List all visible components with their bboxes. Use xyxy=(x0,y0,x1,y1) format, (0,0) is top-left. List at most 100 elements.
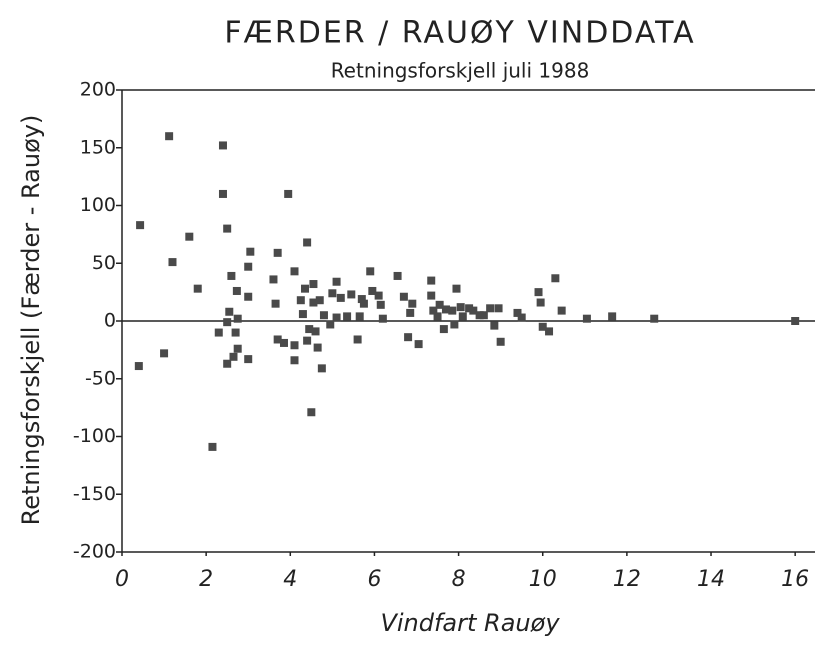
point xyxy=(273,335,282,344)
point xyxy=(229,352,238,361)
point xyxy=(393,271,402,280)
point xyxy=(551,274,560,283)
point xyxy=(319,311,328,320)
point xyxy=(545,327,554,336)
point xyxy=(332,313,341,322)
point xyxy=(290,341,299,350)
point xyxy=(317,364,326,373)
point xyxy=(427,291,436,300)
point xyxy=(486,304,495,313)
point xyxy=(246,247,255,256)
x-tick-label: 10 xyxy=(529,567,557,592)
point xyxy=(439,325,448,334)
point xyxy=(517,313,526,322)
x-tick-label: 4 xyxy=(283,567,297,592)
point xyxy=(366,267,375,276)
point xyxy=(165,132,174,141)
x-tick-label: 14 xyxy=(697,567,725,592)
point xyxy=(650,314,659,323)
point xyxy=(404,333,413,342)
point xyxy=(475,311,484,320)
point xyxy=(353,335,362,344)
point xyxy=(582,314,591,323)
point xyxy=(160,349,169,358)
point xyxy=(343,312,352,321)
point xyxy=(336,293,345,302)
point xyxy=(290,267,299,276)
point xyxy=(427,276,436,285)
y-tick-label: 50 xyxy=(92,252,116,274)
point xyxy=(284,189,293,198)
point xyxy=(309,298,318,307)
point xyxy=(303,336,312,345)
x-tick-label: 0 xyxy=(115,567,129,592)
x-axis-label: Vindfart Rauøy xyxy=(380,609,560,637)
point xyxy=(290,356,299,365)
point xyxy=(479,311,488,320)
point xyxy=(608,312,617,321)
point xyxy=(311,327,320,336)
point xyxy=(231,328,240,337)
point xyxy=(244,292,253,301)
point xyxy=(433,312,442,321)
chart-title: FÆRDER / RAUØY VINDDATA xyxy=(224,16,695,51)
point xyxy=(347,290,356,299)
x-tick-label: 2 xyxy=(199,567,213,592)
point xyxy=(223,224,232,233)
point xyxy=(494,304,503,313)
point xyxy=(185,232,194,241)
point xyxy=(193,284,202,293)
point xyxy=(244,262,253,271)
y-tick-label: -200 xyxy=(73,541,116,563)
point xyxy=(301,284,310,293)
point xyxy=(458,312,467,321)
point xyxy=(208,442,217,451)
point xyxy=(305,325,314,334)
point xyxy=(374,291,383,300)
x-tick-label: 12 xyxy=(613,567,641,592)
point xyxy=(296,296,305,305)
point xyxy=(313,343,322,352)
point xyxy=(490,321,499,330)
point xyxy=(244,355,253,364)
point xyxy=(378,314,387,323)
point xyxy=(218,189,227,198)
point xyxy=(406,308,415,317)
point xyxy=(435,300,444,309)
point xyxy=(136,221,145,230)
point xyxy=(456,303,465,312)
point xyxy=(227,271,236,280)
point xyxy=(496,337,505,346)
point xyxy=(414,340,423,349)
point xyxy=(218,141,227,150)
point xyxy=(225,307,234,316)
point xyxy=(223,318,232,327)
point xyxy=(357,295,366,304)
point xyxy=(791,317,800,325)
point xyxy=(557,306,566,315)
point xyxy=(326,320,335,329)
point xyxy=(269,275,278,284)
point xyxy=(328,289,337,298)
point xyxy=(271,299,280,308)
point xyxy=(232,286,241,295)
point xyxy=(309,280,318,289)
y-tick-label: 100 xyxy=(80,194,116,216)
point xyxy=(469,306,478,315)
point xyxy=(368,286,377,295)
point xyxy=(452,284,461,293)
point xyxy=(359,299,368,308)
y-tick-label: 200 xyxy=(80,79,116,101)
point xyxy=(223,359,232,368)
point xyxy=(134,362,143,371)
point xyxy=(214,328,223,337)
point xyxy=(233,314,242,323)
x-tick-label: 16 xyxy=(781,567,809,592)
point xyxy=(355,312,364,321)
point xyxy=(233,344,242,353)
point xyxy=(534,288,543,297)
point xyxy=(273,248,282,257)
point xyxy=(376,300,385,309)
point xyxy=(536,298,545,307)
